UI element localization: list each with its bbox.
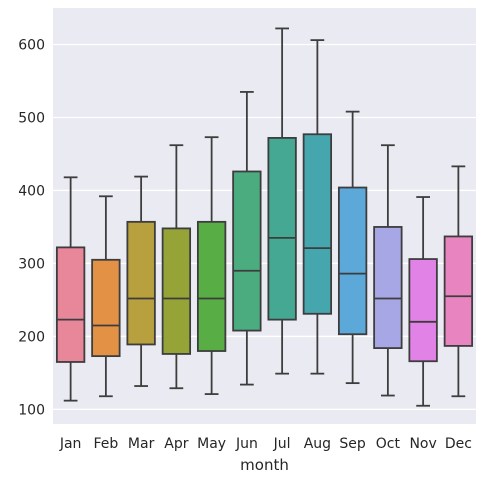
x-tick-label: Jul	[273, 436, 291, 452]
x-tick-label: Sep	[339, 436, 366, 452]
y-tick-label: 100	[18, 402, 45, 418]
x-tick-label: Nov	[409, 436, 436, 452]
iqr-box	[55, 246, 86, 363]
iqr-box	[408, 258, 438, 363]
box-dec	[443, 165, 474, 398]
y-tick-label: 500	[18, 110, 45, 126]
box-jun	[232, 91, 262, 386]
y-tick-label: 200	[18, 329, 45, 345]
y-axis-ticks: 100 200 300 400 500 600	[18, 37, 45, 418]
y-tick-label: 300	[18, 256, 45, 272]
x-tick-label: Jun	[235, 436, 258, 452]
y-tick-label: 400	[18, 183, 45, 199]
x-tick-label: Jan	[59, 436, 82, 452]
iqr-box	[337, 186, 368, 336]
box-nov	[408, 196, 438, 407]
iqr-box	[373, 226, 403, 349]
x-tick-label: May	[197, 436, 226, 452]
x-tick-label: Dec	[445, 436, 472, 452]
box-mar	[126, 175, 156, 387]
box-jan	[55, 176, 86, 402]
iqr-box	[91, 258, 121, 358]
x-axis-label: month	[240, 456, 289, 474]
iqr-box	[302, 133, 333, 315]
x-tick-label: Feb	[93, 436, 118, 452]
box-oct	[373, 144, 403, 397]
gridlines	[53, 43, 476, 411]
box-jul	[267, 27, 297, 375]
iqr-box	[126, 220, 156, 346]
box-aug	[302, 39, 333, 375]
boxes	[55, 27, 474, 407]
x-tick-label: Mar	[128, 436, 155, 452]
iqr-box	[196, 220, 227, 352]
y-tick-label: 600	[18, 37, 45, 53]
x-tick-label: Apr	[164, 436, 188, 452]
x-tick-label: Oct	[376, 436, 401, 452]
box-feb	[91, 195, 121, 398]
iqr-box	[232, 170, 262, 332]
iqr-box	[267, 137, 297, 321]
box-may	[196, 136, 227, 395]
iqr-box	[161, 227, 192, 355]
box-apr	[161, 144, 192, 390]
box-sep	[337, 110, 368, 385]
plot-background	[53, 8, 476, 424]
iqr-box	[443, 235, 474, 347]
x-tick-label: Aug	[304, 436, 331, 452]
x-axis-ticks: Jan Feb Mar Apr May Jun Jul Aug Sep Oct Nov Dec	[59, 436, 472, 452]
